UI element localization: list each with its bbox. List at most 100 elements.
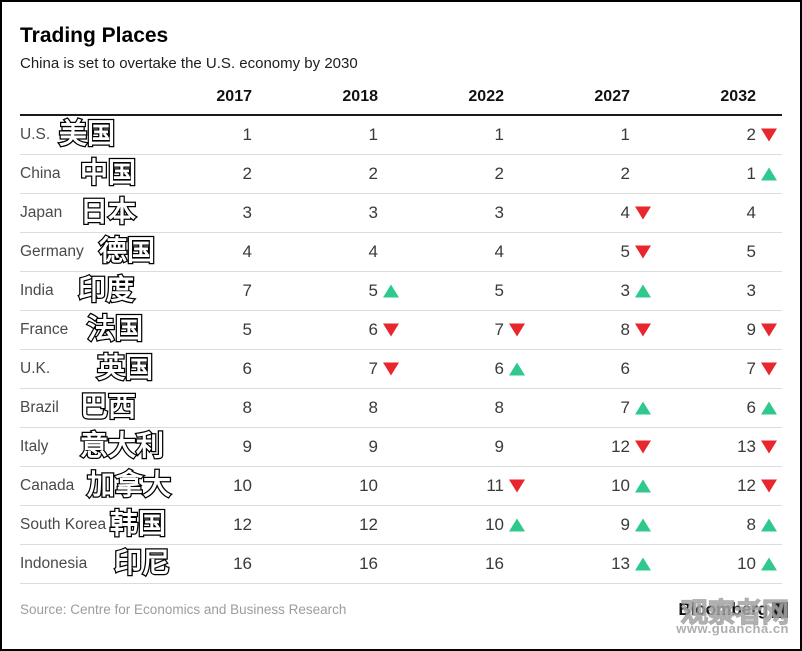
- rank-value: 4: [494, 242, 504, 261]
- rank-cell: 13: [656, 437, 782, 457]
- rank-cell: 3: [656, 281, 782, 301]
- rank-cell: 16: [152, 554, 278, 574]
- country-annotation-chinese: 法国: [86, 312, 145, 344]
- rank-value: 13: [611, 554, 630, 573]
- table-row: China 中国 2 2 2 2 1: [20, 155, 782, 194]
- source-note: Source: Centre for Economics and Busines…: [20, 602, 347, 617]
- column-header-2022: 2022: [468, 88, 504, 105]
- rank-value: 16: [359, 554, 378, 573]
- rank-value: 8: [368, 398, 378, 417]
- rank-cell: 2: [152, 164, 278, 184]
- rank-value: 1: [494, 125, 504, 144]
- bloomberg-logo: Bloomberg: [678, 599, 788, 620]
- country-annotation-chinese: 日本: [79, 195, 138, 227]
- rank-cell: 6: [530, 359, 656, 379]
- rank-value: 6: [494, 359, 504, 378]
- rank-cell: 13: [530, 554, 656, 574]
- column-header-2018: 2018: [342, 88, 378, 105]
- rank-cell: 3: [530, 281, 656, 301]
- table-row: U.K. 英国 6 7 6 6 7: [20, 350, 782, 389]
- rank-cell: 2: [530, 164, 656, 184]
- table-row: France 法国 5 6 7 8 9: [20, 311, 782, 350]
- country-annotation-chinese: 加拿大: [86, 468, 173, 500]
- country-cell: India 印度: [20, 274, 152, 305]
- rank-value: 7: [368, 359, 378, 378]
- country-annotation-chinese: 美国: [58, 117, 117, 149]
- rank-value: 6: [242, 359, 252, 378]
- rank-cell: 5: [152, 320, 278, 340]
- country-annotation-chinese: 韩国: [109, 507, 168, 539]
- country-cell: Germany 德国: [20, 235, 156, 266]
- rank-cell: 10: [278, 476, 404, 496]
- country-label: Canada: [20, 477, 75, 494]
- rank-up-icon: [761, 557, 777, 571]
- table-row: India 印度 7 5 5 3 3: [20, 272, 782, 311]
- rank-up-icon: [383, 284, 399, 298]
- table-header-row: 2017 2018 2022 2027 2032: [20, 88, 782, 116]
- rank-value: 5: [746, 242, 756, 261]
- rank-value: 8: [494, 398, 504, 417]
- rank-value: 3: [746, 281, 756, 300]
- rank-cell: 8: [656, 515, 782, 535]
- rank-value: 10: [359, 476, 378, 495]
- rank-down-icon: [761, 479, 777, 493]
- rank-value: 4: [242, 242, 252, 261]
- country-label: Germany: [20, 243, 84, 260]
- rank-cell: 3: [152, 203, 278, 223]
- table-row: U.S. 美国 1 1 1 1 2: [20, 116, 782, 155]
- rank-cell: 16: [404, 554, 530, 574]
- rank-value: 16: [485, 554, 504, 573]
- rank-cell: 2: [656, 125, 782, 145]
- country-cell: U.S. 美国: [20, 118, 152, 149]
- rank-value: 9: [368, 437, 378, 456]
- rank-value: 10: [233, 476, 252, 495]
- rank-value: 12: [233, 515, 252, 534]
- rank-value: 3: [620, 281, 630, 300]
- rank-down-icon: [761, 440, 777, 454]
- rank-value: 2: [620, 164, 630, 183]
- country-annotation-chinese: 德国: [98, 234, 157, 266]
- country-annotation-chinese: 印尼: [113, 546, 172, 578]
- rank-cell: 3: [278, 203, 404, 223]
- rank-up-icon: [761, 167, 777, 181]
- rank-cell: 7: [656, 359, 782, 379]
- rank-value: 2: [368, 164, 378, 183]
- rank-cell: 8: [152, 398, 278, 418]
- rank-cell: 4: [404, 242, 530, 262]
- country-annotation-chinese: 中国: [79, 156, 138, 188]
- rank-down-icon: [635, 206, 651, 220]
- rank-up-icon: [635, 518, 651, 532]
- country-annotation-chinese: 印度: [77, 273, 136, 305]
- rank-cell: 2: [404, 164, 530, 184]
- rank-down-icon: [509, 479, 525, 493]
- footer: Source: Centre for Economics and Busines…: [20, 599, 788, 620]
- rank-value: 5: [242, 320, 252, 339]
- rank-value: 4: [746, 203, 756, 222]
- rank-value: 9: [494, 437, 504, 456]
- table-row: Japan 日本 3 3 3 4 4: [20, 194, 782, 233]
- table-body: U.S. 美国 1 1 1 1 2 China 中国 2 2 2 2 1 Japan 日本 3 3 3 4 4 Germa…: [20, 116, 782, 584]
- rank-value: 7: [494, 320, 504, 339]
- country-cell: South Korea 韩国: [20, 508, 167, 539]
- rank-cell: 9: [530, 515, 656, 535]
- country-label: Brazil: [20, 399, 59, 416]
- rank-value: 16: [233, 554, 252, 573]
- rank-value: 6: [620, 359, 630, 378]
- rank-cell: 5: [530, 242, 656, 262]
- rank-cell: 7: [404, 320, 530, 340]
- rank-up-icon: [635, 479, 651, 493]
- country-annotation-chinese: 巴西: [79, 390, 138, 422]
- rank-value: 12: [737, 476, 756, 495]
- rank-value: 9: [242, 437, 252, 456]
- country-cell: Canada 加拿大: [20, 469, 172, 500]
- rank-cell: 4: [530, 203, 656, 223]
- table-row: Italy 意大利 9 9 9 12 13: [20, 428, 782, 467]
- rank-value: 12: [611, 437, 630, 456]
- rank-value: 5: [620, 242, 630, 261]
- rank-value: 10: [485, 515, 504, 534]
- country-cell: Brazil 巴西: [20, 391, 152, 422]
- rank-up-icon: [635, 557, 651, 571]
- rank-value: 3: [242, 203, 252, 222]
- rank-cell: 12: [278, 515, 404, 535]
- rank-cell: 5: [404, 281, 530, 301]
